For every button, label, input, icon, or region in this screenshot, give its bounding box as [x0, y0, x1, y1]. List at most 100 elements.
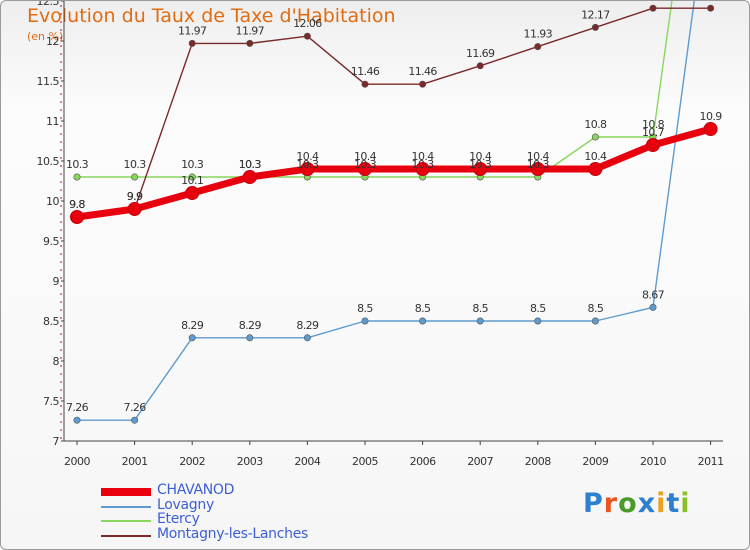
x-tick-label: 2005 — [352, 455, 378, 468]
data-label-chavanod: 10.4 — [584, 150, 607, 163]
data-point-montagny-les-lanches — [246, 39, 254, 47]
legend-label-lovagny: Lovagny — [157, 496, 214, 513]
legend-swatch-chavanod — [101, 488, 151, 496]
data-point-etercy — [73, 173, 81, 181]
data-point-etercy — [188, 173, 196, 181]
data-point-lovagny — [591, 317, 599, 325]
data-label-etercy: 10.3 — [296, 158, 319, 171]
data-label-montagny-les-lanches: 11.97 — [178, 24, 207, 37]
data-label-etercy: 10.3 — [66, 158, 89, 171]
data-label-etercy: 10.3 — [239, 158, 262, 171]
data-label-montagny-les-lanches: 11.69 — [466, 47, 495, 60]
x-tick-label: 2006 — [410, 455, 436, 468]
data-point-montagny-les-lanches — [649, 4, 657, 12]
legend-label-montagny: Montagny-les-Lanches — [157, 525, 309, 542]
legend-swatch-montagny — [101, 534, 151, 537]
data-label-etercy: 10.8 — [584, 118, 607, 131]
x-tick-label: 2009 — [582, 455, 608, 468]
data-point-montagny-les-lanches — [476, 62, 484, 70]
series-line-montagny-les-lanches — [76, 7, 711, 218]
data-point-montagny-les-lanches — [361, 80, 369, 88]
data-label-chavanod: 10.4 — [296, 150, 319, 163]
chart-title: Evolution du Taux de Taxe d'Habitation — [27, 5, 396, 27]
data-point-lovagny — [246, 334, 254, 342]
y-tick-label: 9 — [53, 275, 60, 288]
data-label-montagny-les-lanches: 12.17 — [581, 8, 610, 21]
logo-letter: i — [680, 488, 691, 519]
legend-label-chavanod: CHAVANOD — [157, 482, 235, 498]
series-line-etercy — [77, 1, 673, 178]
data-point-montagny-les-lanches — [707, 4, 715, 12]
y-tick-label: 10.5 — [37, 155, 60, 168]
y-tick-label: 12 — [46, 35, 59, 48]
legend-label-etercy: Etercy — [157, 511, 200, 527]
data-label-montagny-les-lanches: 9.9 — [127, 190, 143, 203]
data-label-montagny-les-lanches: 12.41 — [696, 1, 725, 2]
chart-subtitle: (en %) — [27, 30, 64, 43]
data-label-montagny-les-lanches: 11.93 — [524, 28, 553, 41]
data-point-lovagny — [131, 416, 139, 424]
data-point-lovagny — [649, 303, 657, 311]
data-point-montagny-les-lanches — [419, 80, 427, 88]
data-label-lovagny: 8.5 — [357, 302, 373, 315]
logo-letter: o — [618, 488, 638, 519]
x-tick-label: 2010 — [640, 455, 666, 468]
data-point-montagny-les-lanches — [188, 39, 196, 47]
legend-swatch-lovagny — [101, 505, 151, 508]
data-label-lovagny: 8.5 — [472, 302, 488, 315]
data-label-etercy: 10.3 — [469, 158, 492, 171]
data-point-lovagny — [534, 317, 542, 325]
data-label-lovagny: 8.29 — [181, 319, 204, 332]
data-label-lovagny: 7.26 — [66, 401, 89, 414]
data-point-lovagny — [361, 317, 369, 325]
data-label-lovagny: 8.29 — [239, 319, 262, 332]
y-tick-label: 9.5 — [43, 235, 59, 248]
series-line-chavanod — [76, 125, 712, 221]
data-point-chavanod — [300, 162, 315, 176]
y-tick-label: 8 — [53, 355, 60, 368]
data-label-etercy: 10.3 — [354, 158, 377, 171]
data-point-montagny-les-lanches — [591, 23, 599, 31]
data-label-chavanod: 9.8 — [69, 198, 85, 211]
logo-letter: r — [603, 488, 619, 519]
data-label-chavanod: 10.4 — [412, 150, 435, 163]
x-tick-label: 2004 — [294, 455, 320, 468]
data-label-lovagny: 8.67 — [642, 288, 665, 301]
data-label-lovagny: 8.5 — [530, 302, 546, 315]
data-label-etercy: 10.8 — [642, 118, 665, 131]
legend-swatch-etercy — [101, 520, 151, 522]
data-point-chavanod — [70, 210, 84, 224]
data-point-chavanod — [473, 162, 488, 176]
data-point-chavanod — [242, 170, 257, 184]
data-label-montagny-les-lanches: 11.46 — [351, 65, 380, 78]
y-tick-label: 11.5 — [37, 75, 60, 88]
data-point-lovagny — [303, 334, 311, 342]
data-point-chavanod — [415, 162, 430, 176]
data-label-chavanod: 10.7 — [642, 126, 665, 139]
data-label-montagny-les-lanches: 11.97 — [236, 24, 265, 37]
y-tick-label: 12.5 — [37, 1, 60, 8]
data-point-lovagny — [419, 317, 427, 325]
data-label-chavanod: 10.1 — [181, 174, 203, 187]
data-label-chavanod: 10.4 — [469, 150, 492, 163]
data-point-montagny-les-lanches — [534, 43, 542, 51]
logo-letter: i — [656, 488, 667, 519]
logo-letter: P — [583, 488, 604, 519]
x-tick-label: 2000 — [64, 455, 90, 468]
data-label-chavanod: 10.3 — [239, 158, 262, 171]
data-label-etercy: 10.3 — [124, 158, 147, 171]
proxiti-logo: Proxiti — [583, 488, 691, 519]
data-point-lovagny — [188, 334, 196, 342]
data-label-montagny-les-lanches: 9.8 — [69, 198, 85, 211]
x-tick-label: 2002 — [179, 455, 205, 468]
data-label-montagny-les-lanches: 12.06 — [293, 17, 322, 30]
y-tick-label: 11 — [46, 115, 59, 128]
data-label-montagny-les-lanches: 12.41 — [639, 1, 668, 2]
data-label-chavanod: 10.9 — [700, 110, 723, 123]
data-point-montagny-les-lanches — [303, 32, 311, 40]
data-label-chavanod: 9.9 — [127, 190, 143, 203]
logo-letter: x — [637, 488, 657, 519]
data-label-etercy: 10.3 — [527, 158, 550, 171]
data-label-chavanod: 10.4 — [527, 150, 550, 163]
